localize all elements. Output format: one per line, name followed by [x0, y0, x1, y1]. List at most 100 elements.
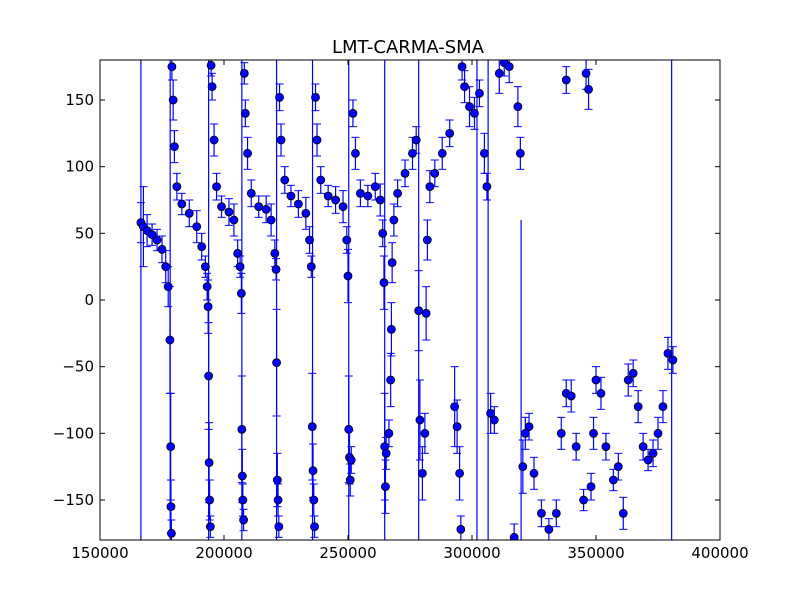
data-point	[346, 455, 356, 465]
data-point	[579, 495, 588, 505]
data-point	[237, 424, 247, 434]
data-point	[345, 475, 355, 485]
data-point	[343, 271, 353, 281]
data-point	[628, 368, 638, 378]
data-point	[561, 75, 571, 85]
data-point	[165, 335, 175, 345]
data-point	[342, 235, 352, 245]
data-point	[378, 228, 388, 238]
data-point	[351, 148, 360, 158]
data-point	[389, 215, 399, 225]
data-point	[254, 202, 264, 212]
data-point	[274, 522, 284, 532]
data-point	[224, 207, 234, 217]
data-point	[551, 508, 561, 518]
data-point	[504, 62, 514, 72]
data-point	[509, 532, 519, 540]
data-point	[386, 324, 396, 334]
data-point	[280, 175, 290, 185]
data-point	[586, 482, 596, 492]
plot-area	[136, 60, 678, 540]
data-point	[177, 199, 187, 209]
data-point	[308, 466, 318, 476]
data-point	[293, 199, 303, 209]
data-point	[235, 262, 245, 272]
data-point	[152, 235, 162, 245]
data-point	[202, 282, 212, 292]
data-point	[348, 108, 358, 118]
data-point	[147, 230, 157, 240]
data-point	[167, 528, 176, 538]
data-point	[393, 188, 403, 198]
data-point	[648, 448, 658, 458]
y-tick-label: 100	[65, 158, 94, 176]
data-point	[437, 148, 447, 158]
data-point	[591, 375, 601, 385]
data-point	[430, 168, 440, 178]
data-point	[217, 202, 226, 212]
data-point	[417, 468, 427, 478]
x-tick-label: 300000	[443, 544, 500, 562]
data-point	[229, 215, 239, 225]
data-point	[596, 388, 606, 398]
y-tick-label: −100	[53, 424, 94, 442]
data-point	[167, 62, 177, 72]
data-point	[452, 422, 462, 432]
data-point	[489, 415, 499, 425]
data-point	[166, 442, 176, 452]
data-point	[169, 142, 179, 152]
data-point	[658, 402, 668, 412]
data-point	[544, 524, 554, 534]
data-point	[331, 195, 341, 205]
data-point	[422, 235, 432, 245]
data-point	[415, 415, 425, 425]
data-point	[207, 82, 217, 92]
data-point	[243, 148, 252, 158]
data-point	[212, 182, 221, 192]
series-0	[136, 60, 678, 540]
data-point	[203, 302, 213, 312]
data-point	[529, 468, 539, 478]
data-point	[271, 264, 281, 274]
data-point	[363, 191, 373, 201]
data-point	[387, 258, 397, 268]
data-point	[240, 108, 250, 118]
data-point	[668, 355, 678, 365]
data-point	[246, 188, 256, 198]
data-point	[205, 522, 215, 532]
data-point	[643, 455, 653, 465]
data-point	[307, 422, 317, 432]
data-point	[168, 95, 178, 105]
data-point	[200, 262, 210, 272]
x-tick-label: 150000	[71, 544, 128, 562]
data-point	[618, 508, 628, 518]
data-point	[273, 495, 283, 505]
data-point	[184, 208, 194, 218]
data-point	[386, 375, 396, 385]
data-point	[204, 371, 214, 381]
data-point	[166, 502, 176, 512]
data-point	[411, 135, 421, 145]
x-tick-label: 350000	[567, 544, 624, 562]
data-point	[205, 495, 215, 505]
data-point	[197, 242, 207, 252]
data-point	[457, 62, 467, 72]
data-point	[465, 102, 474, 112]
data-point	[515, 148, 525, 158]
data-point	[306, 262, 316, 272]
data-point	[237, 471, 247, 481]
data-point	[311, 92, 320, 102]
y-tick-label: 150	[65, 91, 94, 109]
data-point	[566, 391, 576, 401]
data-point	[414, 306, 424, 316]
data-point	[238, 495, 248, 505]
data-point	[384, 428, 394, 438]
data-point	[379, 278, 389, 288]
data-point	[475, 88, 484, 98]
data-point	[455, 468, 465, 478]
data-point	[479, 148, 489, 158]
data-point	[375, 195, 385, 205]
data-point	[206, 60, 216, 70]
data-point	[323, 191, 333, 201]
data-point	[470, 108, 479, 118]
